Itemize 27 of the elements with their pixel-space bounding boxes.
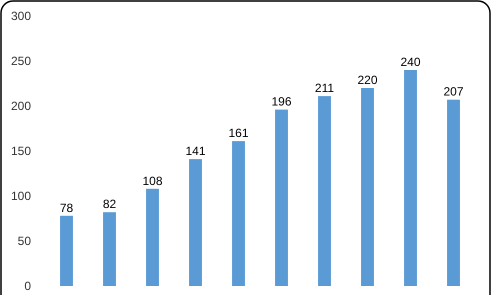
bar	[361, 88, 374, 286]
y-tick-label: 150	[10, 144, 32, 158]
data-label: 141	[185, 144, 206, 158]
bar	[404, 70, 417, 286]
bar	[146, 188, 159, 286]
data-label: 196	[271, 94, 292, 109]
y-tick-label: 200	[10, 99, 32, 114]
y-tick-label: 300	[10, 9, 32, 24]
bar	[318, 96, 331, 286]
bar	[275, 110, 288, 286]
y-tick-label: 50	[18, 234, 32, 248]
data-label: 220	[357, 73, 378, 87]
data-label: 78	[60, 200, 74, 215]
data-label: 207	[443, 84, 464, 99]
y-tick-label: 250	[10, 54, 32, 68]
bar	[189, 159, 202, 286]
bar	[103, 212, 116, 286]
data-label: 108	[142, 174, 163, 188]
y-tick-label: 0	[24, 279, 32, 294]
data-label: 161	[228, 126, 249, 140]
data-label: 82	[102, 197, 116, 212]
y-tick-label: 100	[10, 189, 32, 204]
bar	[447, 100, 460, 286]
bar	[232, 141, 245, 286]
bar	[60, 216, 73, 286]
data-label: 211	[314, 81, 334, 96]
data-label: 240	[400, 55, 421, 69]
